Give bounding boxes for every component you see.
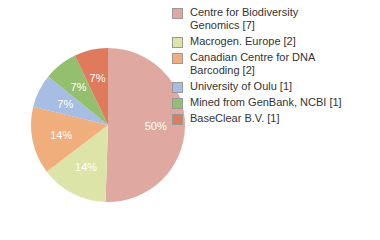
html-text:Centre for Biodiversity Genomi: Centre for Biodiversity Genomics [7] [190,6,299,31]
html-text:BaseClear B.V. [1]: BaseClear B.V. [1] [190,112,280,124]
svg-text:7%: 7% [71,81,87,93]
svg-text:50%: 50% [145,120,167,132]
html-text:Macrogen. Europe [2]: Macrogen. Europe [2] [190,35,296,47]
svg-text:14%: 14% [75,161,97,173]
html-text:Mined from GenBank, NCBI [1]: Mined from GenBank, NCBI [1] [190,96,342,108]
html-text:University of Oulu [1]: University of Oulu [1] [190,80,293,92]
html-text:Canadian Centre for DNA Barcod: Canadian Centre for DNA Barcoding [2] [190,51,315,76]
svg-text:7%: 7% [90,72,106,84]
svg-text:7%: 7% [57,98,73,110]
svg-text:14%: 14% [50,129,72,141]
